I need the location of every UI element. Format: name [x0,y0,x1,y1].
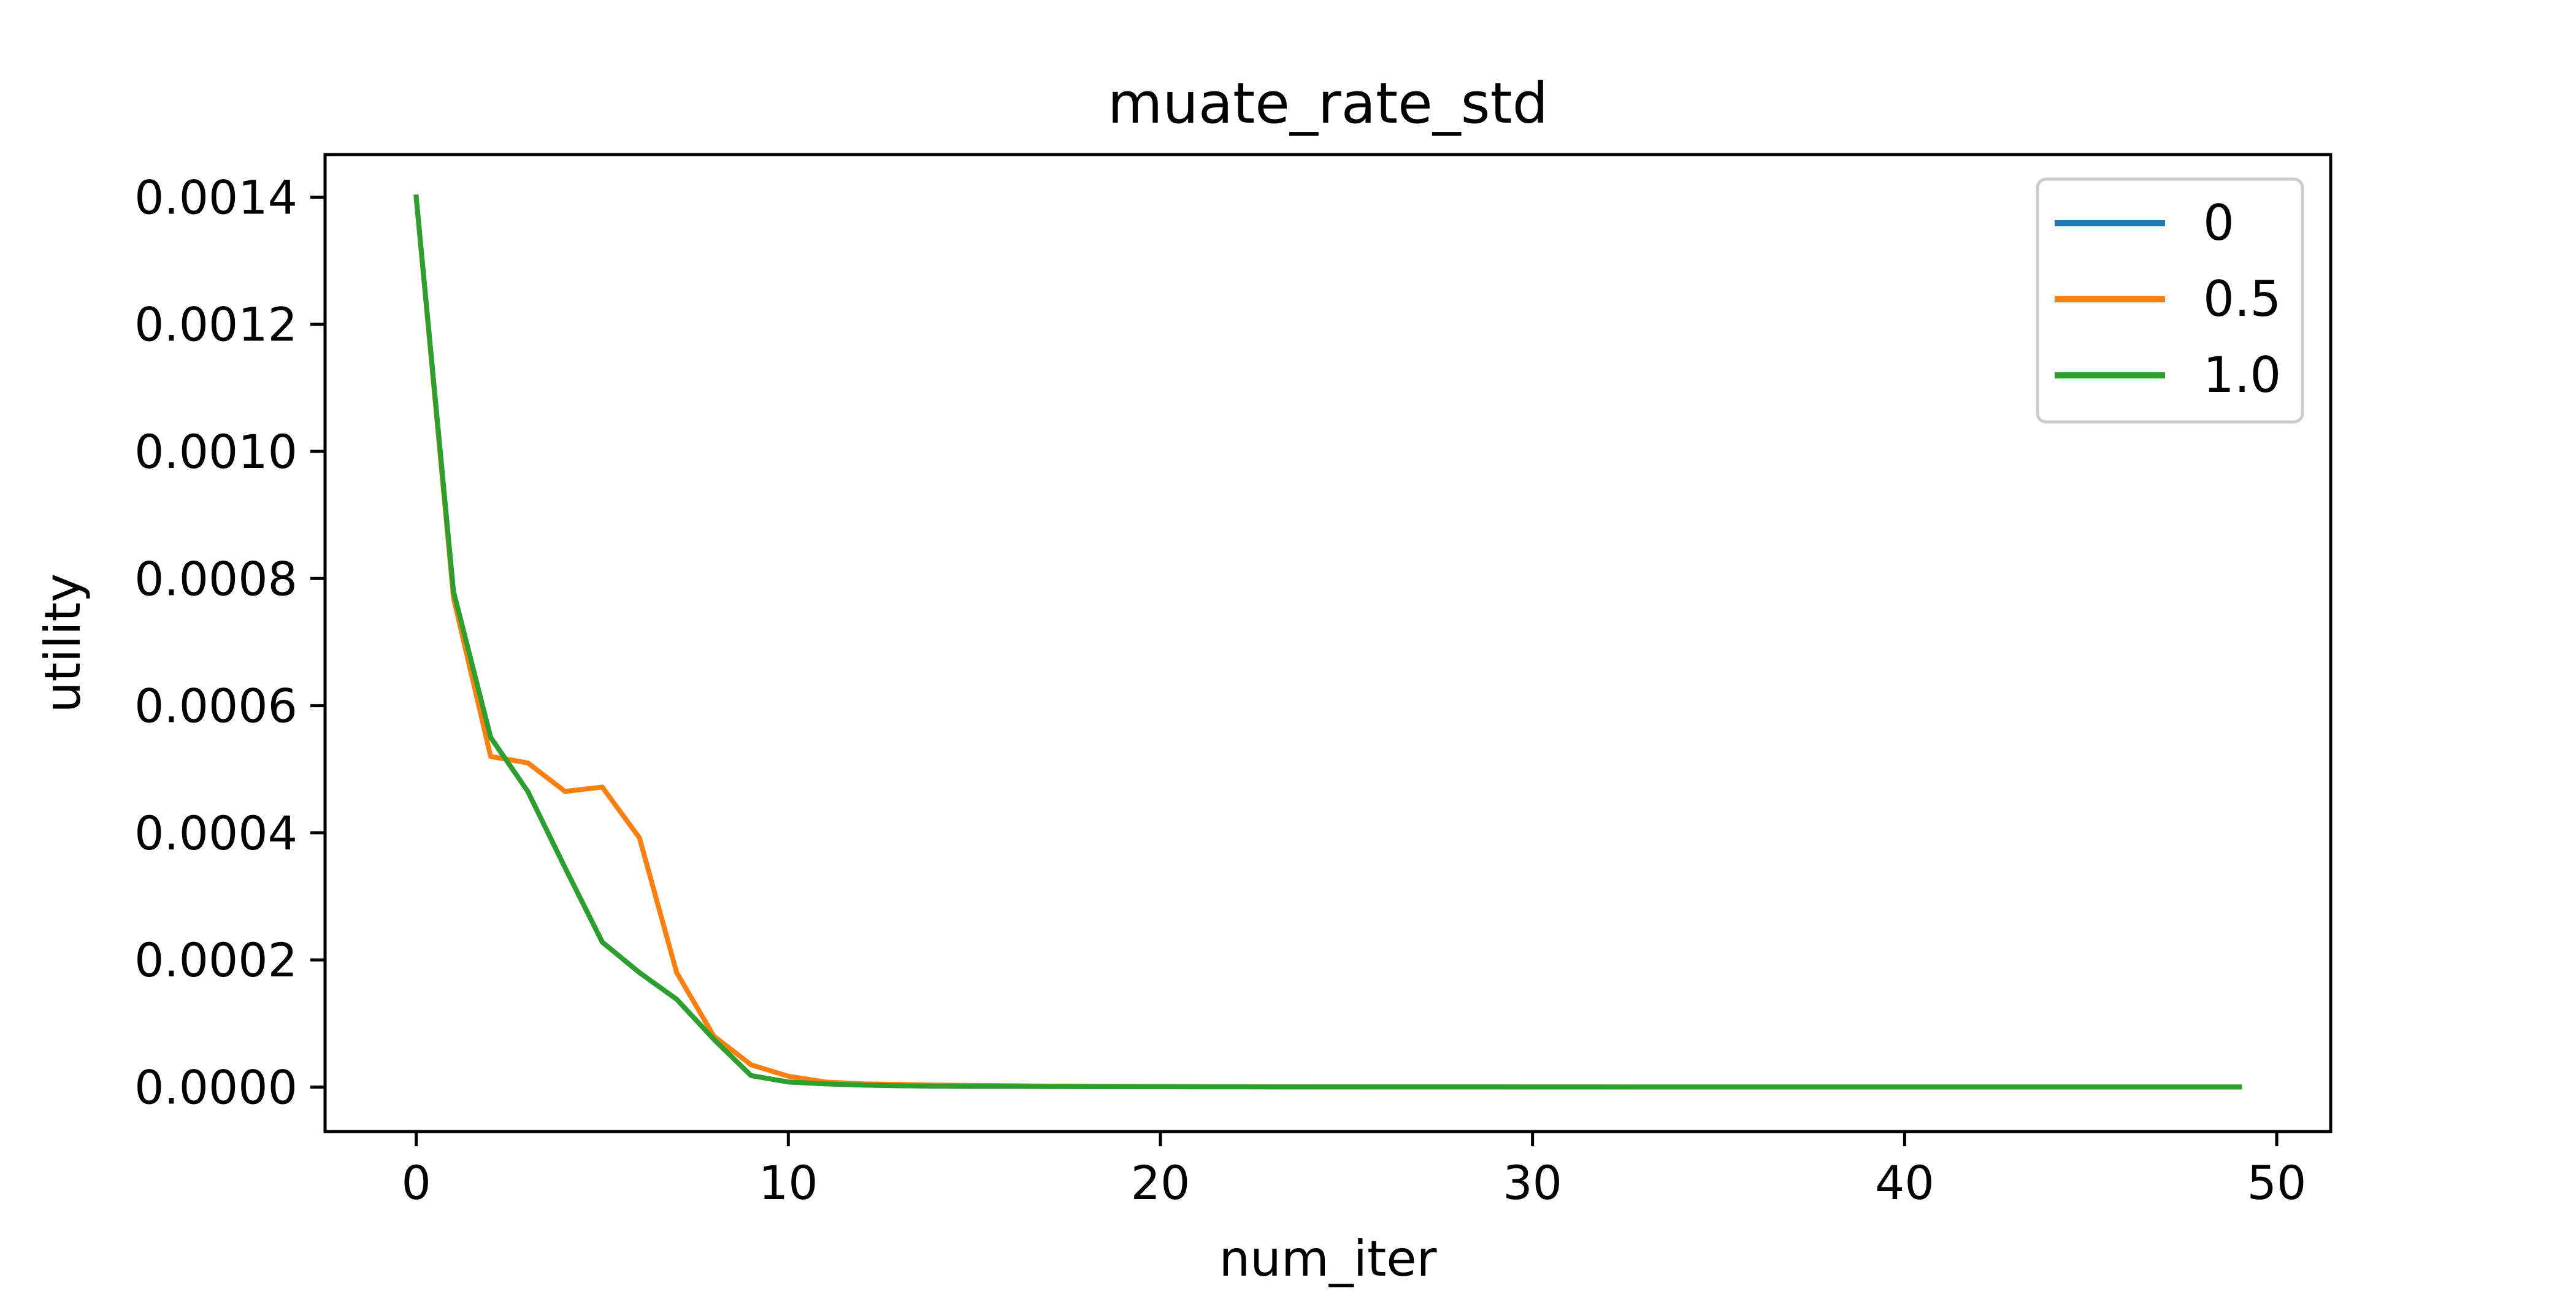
y-axis-ticks: 0.0000 0.0002 0.0004 0.0006 0.0008 0.0010 0.00… [134,170,325,1114]
legend-label: 1.0 [2203,347,2281,404]
y-tick-label: 0.0004 [134,806,297,860]
series-line-1-0 [413,194,2242,1090]
plot-frame [323,153,2333,1133]
chart-title: muate_rate_std [1108,71,1548,136]
series-lines [413,194,2242,1090]
y-tick-label: 0.0014 [134,170,297,224]
x-tick-label: 0 [401,1155,431,1210]
legend-box [2036,177,2304,424]
legend-label: 0 [2203,194,2234,251]
y-tick-label: 0.0000 [134,1060,297,1114]
legend-label: 0.5 [2203,270,2281,328]
y-tick-label: 0.0002 [134,933,297,987]
x-tick-label: 10 [759,1155,818,1210]
x-tick-label: 40 [1875,1155,1934,1210]
x-axis-ticks: 0 10 20 30 40 50 [401,1132,2306,1210]
y-tick-label: 0.0008 [134,551,297,606]
x-axis-label: num_iter [1219,1230,1436,1287]
legend: 0 0.5 1.0 [2036,177,2304,424]
series-line-0 [413,194,2242,1090]
x-tick-label: 20 [1131,1155,1190,1210]
y-tick-label: 0.0006 [134,679,297,734]
y-axis-label: utility [34,573,91,713]
x-tick-label: 30 [1503,1155,1562,1210]
y-tick-label: 0.0012 [134,297,297,352]
series-line-0-5 [413,194,2242,1090]
y-tick-label: 0.0010 [134,424,297,479]
x-tick-label: 50 [2247,1155,2307,1210]
